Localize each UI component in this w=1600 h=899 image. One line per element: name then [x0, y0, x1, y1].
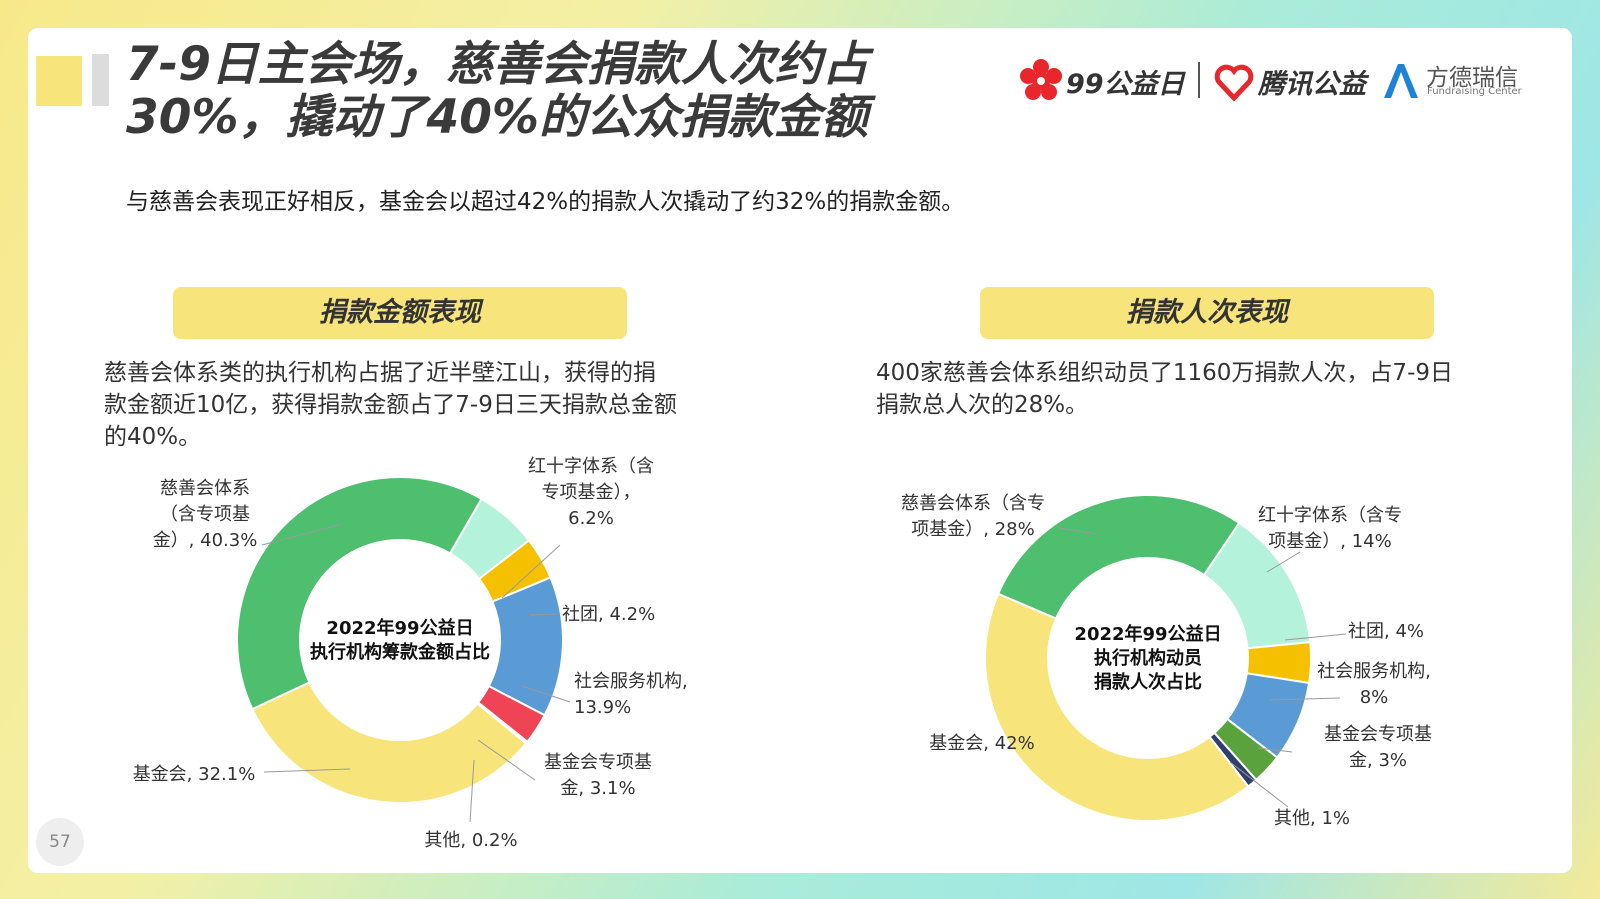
slice-label: 基金会专项基金, 3%: [1324, 724, 1432, 771]
logo-99-text: 99公益日: [1066, 69, 1185, 100]
donut-slice: [996, 494, 1241, 620]
slice-label-line: 基金会专项基: [1324, 724, 1432, 745]
left-desc-line: 款金额近10亿，获得捐款金额占了7-9日三天捐款总金额: [104, 392, 677, 418]
donut-center-label-line: 2022年99公益日: [326, 617, 473, 639]
leader-line: [529, 613, 559, 616]
slice-label: 其他, 1%: [1274, 808, 1350, 829]
slice-label: 社团, 4%: [1348, 621, 1424, 642]
logo-bar: 99公益日 腾讯公益 方德瑞信 Fundraising Center: [1018, 56, 1558, 106]
logo-fangde-text: 方德瑞信: [1426, 65, 1518, 91]
donut-center-label-line: 捐款人次占比: [1094, 671, 1202, 693]
logo-fangde-subtext: Fundraising Center: [1427, 86, 1522, 97]
leader-line: [1269, 697, 1341, 701]
page-number: 57: [36, 818, 84, 866]
slice-label: 社会服务机构, 13.9%: [574, 671, 688, 718]
slice-label-line: 项基金）, 28%: [911, 519, 1034, 540]
slice-label-line: 慈善会体系（含专: [901, 493, 1045, 514]
donut-center-label-line: 执行机构筹款金额占比: [310, 641, 490, 663]
donut-center-label-line: 2022年99公益日: [1074, 623, 1221, 645]
slice-label-line: 红十字体系（含专: [1258, 505, 1402, 526]
slice-label-line: 红十字体系（含: [528, 456, 654, 477]
slice-label-line: 金, 3.1%: [560, 778, 635, 799]
slice-label-line: 8%: [1360, 687, 1389, 708]
slice-label: 其他, 0.2%: [424, 830, 517, 851]
slice-label: 基金会, 32.1%: [133, 764, 256, 785]
leader-line: [477, 739, 536, 781]
slice-label-line: 金）, 40.3%: [153, 530, 258, 551]
slice-label: 社会服务机构, 8%: [1317, 661, 1431, 708]
left-desc-line: 慈善会体系类的执行机构占据了近半壁江山，获得的捐: [104, 360, 656, 386]
fangde-logo-icon: [1384, 64, 1418, 98]
slice-label: 基金会专项基金, 3.1%: [544, 752, 652, 799]
slice-label-line: 项基金）, 14%: [1268, 531, 1391, 552]
slice-label-line: 其他, 0.2%: [424, 830, 517, 851]
donut-chart-donors: 红十字体系（含专项基金）, 14% 社团, 4% 社会服务机构, 8% 基金会专项基金,…: [901, 493, 1432, 829]
logo-divider: [1198, 62, 1200, 98]
flower-logo-icon: [1020, 59, 1062, 100]
donut-chart-amount: 红十字体系（含专项基金）， 6.2% 社团, 4.2% 社会服务机构, 13.9% 基金会…: [133, 456, 688, 851]
donut-slice: [984, 592, 1250, 822]
left-desc-line: 的40%。: [104, 424, 202, 450]
slice-label-line: 社团, 4.2%: [562, 604, 655, 625]
donut-center-label-line: 执行机构动员: [1094, 647, 1202, 669]
slice-label-line: 基金会, 32.1%: [133, 764, 256, 785]
leader-line: [1229, 761, 1289, 808]
donut-slice: [236, 476, 483, 711]
slice-label: 红十字体系（含专项基金）, 14%: [1258, 505, 1402, 552]
right-panel-heading: 捐款人次表现: [980, 287, 1434, 339]
leader-line: [1266, 551, 1301, 573]
left-panel-description: 慈善会体系类的执行机构占据了近半壁江山，获得的捐 款金额近10亿，获得捐款金额占…: [104, 357, 677, 453]
right-panel-description: 400家慈善会体系组织动员了1160万捐款人次，占7-9日 捐款总人次的28%。: [876, 357, 1453, 421]
title-accent-bar: [92, 54, 109, 106]
leader-line: [261, 523, 343, 546]
slice-label-line: 社会服务机构,: [1317, 661, 1431, 682]
title-line-2: 30%，撬动了40%的公众捐款金额: [126, 90, 868, 145]
slice-label-line: （含专项基: [160, 504, 250, 525]
right-desc-line: 捐款总人次的28%。: [876, 392, 1089, 418]
donut-slice: [251, 681, 528, 804]
leader-line: [501, 544, 561, 599]
leader-line: [1059, 527, 1098, 535]
heart-logo-icon: [1214, 64, 1254, 102]
leader-line: [263, 768, 351, 773]
donut-center-label: 2022年99公益日执行机构动员捐款人次占比: [1074, 623, 1221, 693]
title-accent-block: [36, 56, 82, 106]
slice-label-line: 慈善会体系: [160, 478, 250, 499]
slice-label-line: 其他, 1%: [1274, 808, 1350, 829]
leader-line: [1257, 747, 1293, 753]
slice-label-line: 金, 3%: [1349, 750, 1407, 771]
slice-label: 慈善会体系 （含专项基金）, 40.3%: [153, 478, 258, 551]
slice-label: 慈善会体系（含专项基金）, 28%: [901, 493, 1045, 540]
leader-line: [1284, 633, 1347, 641]
page-title: 7-9日主会场，慈善会捐款人次约占 30%，撬动了40%的公众捐款金额: [126, 38, 1006, 144]
slice-label: 基金会, 42%: [929, 733, 1034, 754]
logo-tencent-text: 腾讯公益: [1258, 69, 1366, 100]
slice-label-line: 基金会, 42%: [929, 733, 1034, 754]
right-desc-line: 400家慈善会体系组织动员了1160万捐款人次，占7-9日: [876, 360, 1453, 386]
slice-label-line: 专项基金），: [542, 482, 641, 503]
slice-label-line: 6.2%: [568, 508, 614, 529]
leader-line: [469, 759, 475, 823]
slice-label-line: 社会服务机构,: [574, 671, 688, 692]
slice-label: 社团, 4.2%: [562, 604, 655, 625]
title-line-1: 7-9日主会场，慈善会捐款人次约占: [126, 37, 869, 92]
slice-label-line: 社团, 4%: [1348, 621, 1424, 642]
leader-line: [521, 685, 571, 703]
slice-label: 红十字体系（含专项基金）， 6.2%: [528, 456, 654, 529]
donut-center-label: 2022年99公益日执行机构筹款金额占比: [310, 617, 490, 663]
slice-label-line: 基金会专项基: [544, 752, 652, 773]
page-subtitle: 与慈善会表现正好相反，基金会以超过42%的捐款人次撬动了约32%的捐款金额。: [126, 189, 965, 215]
slice-label-line: 13.9%: [574, 697, 631, 718]
left-panel-heading: 捐款金额表现: [173, 287, 627, 339]
